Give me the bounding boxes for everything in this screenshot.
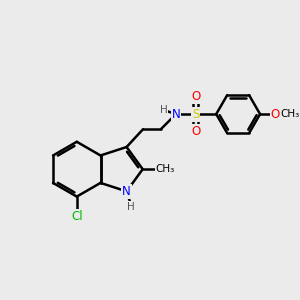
Text: H: H — [127, 202, 135, 212]
Text: O: O — [191, 125, 200, 138]
Text: O: O — [271, 108, 280, 121]
Text: CH₃: CH₃ — [281, 109, 300, 119]
Text: S: S — [192, 108, 199, 121]
Text: O: O — [191, 90, 200, 103]
Text: CH₃: CH₃ — [156, 164, 175, 174]
Text: N: N — [122, 185, 131, 198]
Text: Cl: Cl — [71, 210, 82, 223]
Text: H: H — [160, 105, 167, 115]
Text: N: N — [172, 108, 180, 121]
